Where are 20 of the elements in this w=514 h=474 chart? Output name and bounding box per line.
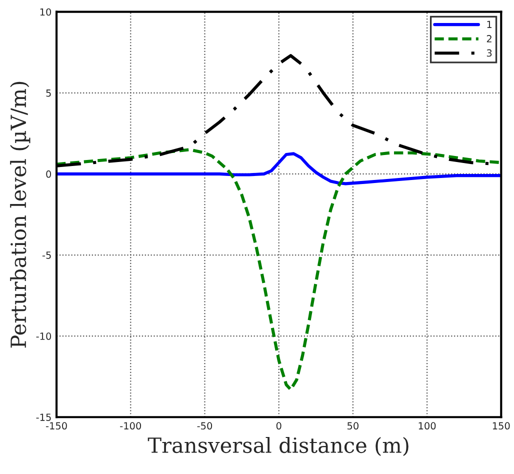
legend-label: 2 bbox=[486, 35, 492, 42]
y-tick-label: -5 bbox=[42, 252, 51, 259]
y-tick-label: -15 bbox=[36, 414, 51, 421]
y-tick-label: 5 bbox=[46, 90, 51, 97]
y-tick-label: 10 bbox=[40, 8, 52, 16]
x-tick-label: 150 bbox=[492, 422, 510, 430]
x-tick-label: -50 bbox=[197, 422, 212, 430]
legend-label: 1 bbox=[487, 20, 492, 28]
x-tick-label: 50 bbox=[348, 422, 358, 430]
y-axis-title: Perturbation level (µV/m) bbox=[10, 82, 30, 348]
line-series bbox=[56, 152, 502, 186]
y-tick-label: -10 bbox=[36, 332, 52, 340]
line-series bbox=[56, 148, 502, 392]
x-axis-title: Transversal distance (m) bbox=[148, 436, 408, 456]
x-tick-label: -100 bbox=[120, 422, 142, 430]
x-tick-label: 0 bbox=[276, 422, 282, 430]
legend-label: 3 bbox=[486, 49, 492, 57]
x-tick-label: -150 bbox=[46, 422, 67, 430]
x-tick-label: 100 bbox=[418, 422, 436, 430]
y-tick-label: 0 bbox=[46, 170, 52, 178]
